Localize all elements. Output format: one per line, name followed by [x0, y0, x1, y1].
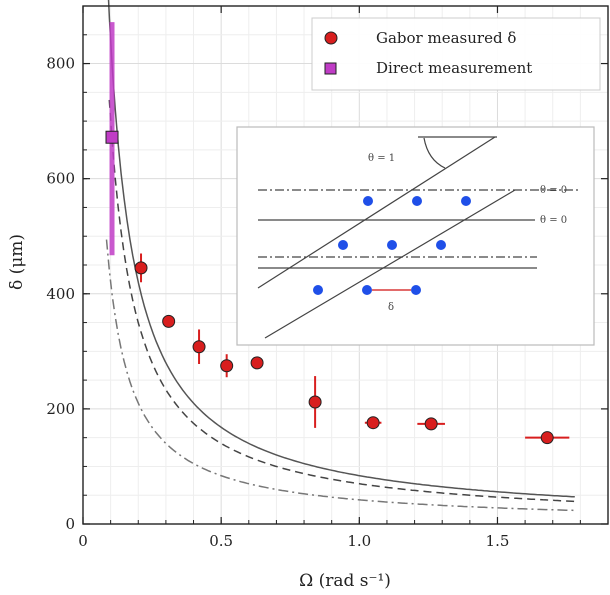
inset-dot [362, 285, 372, 295]
y-tick-label: 200 [46, 400, 75, 418]
data-points [105, 22, 570, 445]
x-axis-label: Ω (rad s⁻¹) [299, 571, 391, 591]
inset-dot [387, 240, 397, 250]
inset-dot [412, 196, 422, 206]
data-point-gabor [250, 356, 264, 370]
inset-diagonal-lower [264, 189, 516, 339]
legend-label-direct: Direct measurement [376, 59, 532, 77]
y-tick-label: 800 [46, 55, 75, 73]
x-tick-label: 1.5 [486, 532, 510, 550]
legend-marker-direct [324, 62, 337, 75]
inset-dot [411, 285, 421, 295]
data-point-gabor [366, 416, 380, 430]
ticks: 0 0.5 1.0 1.5 0 200 400 600 800 [46, 6, 608, 550]
x-tick-label: 0.5 [209, 532, 233, 550]
inset-dot [436, 240, 446, 250]
inset-box [236, 126, 595, 346]
inset-label-theta-one: θ = 1 [368, 153, 395, 164]
data-point-direct [105, 130, 119, 144]
inset-dot [338, 240, 348, 250]
inset-label-theta-zero-a: θ = 0 [540, 185, 567, 196]
legend: Gabor measured δ Direct measurement [311, 17, 601, 91]
inset-dot [461, 196, 471, 206]
y-tick-label: 600 [46, 170, 75, 188]
model-curve-dashed [108, 99, 575, 503]
data-point-gabor [424, 417, 438, 431]
y-axis-label: δ (μm) [7, 234, 27, 290]
inset-label-theta-zero-b: θ = 0 [540, 215, 567, 226]
data-point-gabor [162, 314, 176, 328]
inset-dot [313, 285, 323, 295]
x-tick-label: 1.0 [347, 532, 371, 550]
inset-dot [363, 196, 373, 206]
model-curves [105, 0, 575, 512]
legend-box [311, 17, 601, 91]
legend-marker-gabor [324, 31, 338, 45]
x-tick-label: 0 [78, 532, 88, 550]
inset-diagonal-upper [257, 136, 496, 289]
inset-angle-arc [423, 137, 446, 169]
inset-diagram: θ = 1 θ = 0 θ = 0 δ [236, 126, 595, 346]
model-curve-dashdot [105, 239, 575, 512]
y-tick-label: 0 [65, 515, 75, 533]
data-point-gabor [308, 395, 322, 409]
data-point-gabor [540, 431, 554, 445]
inset-label-delta: δ [388, 302, 394, 313]
y-tick-label: 400 [46, 285, 75, 303]
data-point-gabor [192, 340, 206, 354]
model-curve-solid [107, 0, 575, 498]
data-point-gabor [220, 359, 234, 373]
legend-label-gabor: Gabor measured δ [376, 29, 516, 47]
data-point-gabor [134, 261, 148, 275]
